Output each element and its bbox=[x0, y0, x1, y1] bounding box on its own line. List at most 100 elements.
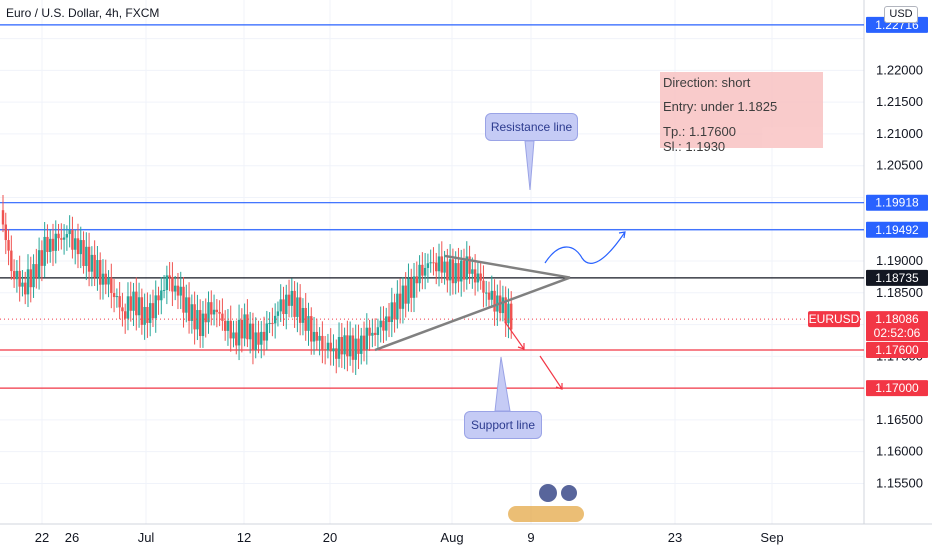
candle-body bbox=[443, 261, 446, 273]
candle-body bbox=[87, 246, 91, 272]
candle-body bbox=[329, 342, 332, 352]
candle-body bbox=[32, 264, 35, 288]
x-tick-label: Jul bbox=[138, 530, 155, 545]
price-tag-label: 1.19492 bbox=[875, 223, 919, 237]
triangle-upper-line bbox=[444, 254, 571, 279]
trade-info-box: Direction: short Entry: under 1.1825 Tp.… bbox=[660, 72, 823, 154]
current-price-label: 1.18086 bbox=[875, 312, 919, 326]
candle-body bbox=[68, 230, 71, 235]
currency-badge[interactable]: USD bbox=[884, 6, 918, 23]
candle-body bbox=[365, 327, 369, 350]
candle-body bbox=[15, 270, 19, 280]
candle-body bbox=[379, 320, 382, 328]
candle-body bbox=[273, 315, 277, 324]
candle-body bbox=[451, 259, 455, 284]
price-tag-label: 1.18735 bbox=[875, 271, 919, 285]
info-sl: Sl.: 1.1930 bbox=[663, 139, 726, 154]
candle-body bbox=[335, 348, 338, 359]
down-arrow-1-head bbox=[517, 343, 525, 350]
candle-body bbox=[332, 348, 335, 352]
candle-body bbox=[112, 293, 116, 298]
candle-body bbox=[437, 256, 441, 272]
candle-body bbox=[196, 310, 199, 330]
candle-body bbox=[285, 294, 288, 315]
price-tag bbox=[866, 269, 928, 286]
candle-body bbox=[343, 335, 346, 355]
candle-body bbox=[18, 270, 21, 287]
y-tick-label: 1.18500 bbox=[876, 285, 923, 300]
candle-body bbox=[479, 273, 482, 281]
candle-body bbox=[346, 335, 349, 357]
candle-body bbox=[123, 311, 127, 319]
candle-body bbox=[448, 259, 452, 281]
candle-body bbox=[490, 290, 493, 300]
candle-body bbox=[201, 313, 205, 337]
candle-body bbox=[104, 273, 107, 285]
price-tag-label: 1.17000 bbox=[875, 381, 919, 395]
y-tick-label: 1.16500 bbox=[876, 412, 923, 427]
candle-body bbox=[24, 282, 27, 295]
x-tick-label: 12 bbox=[237, 530, 251, 545]
price-tag bbox=[866, 221, 928, 238]
candle-body bbox=[254, 332, 257, 350]
candle-body bbox=[207, 302, 210, 323]
candle-body bbox=[243, 314, 246, 339]
candle-body bbox=[279, 299, 282, 312]
candle-body bbox=[137, 297, 141, 316]
candle-body bbox=[471, 269, 474, 274]
current-price-tag bbox=[866, 311, 928, 342]
down-arrow-1 bbox=[504, 321, 525, 350]
candle-body bbox=[190, 304, 194, 321]
candle-body bbox=[482, 280, 485, 293]
down-arrow-2-head bbox=[555, 383, 563, 390]
candle-body bbox=[282, 299, 285, 315]
candle-body bbox=[210, 302, 213, 315]
candle-body bbox=[276, 311, 280, 316]
candle-body bbox=[115, 296, 119, 298]
candle-body bbox=[268, 322, 271, 324]
candle-body bbox=[460, 260, 463, 282]
support-pointer bbox=[494, 356, 511, 412]
candle-body bbox=[187, 297, 191, 321]
tradingview-logo bbox=[539, 484, 557, 502]
y-tick-label: 1.21000 bbox=[876, 126, 923, 141]
candle-body bbox=[321, 335, 324, 350]
candle-body bbox=[118, 296, 121, 308]
candle-body bbox=[257, 332, 260, 345]
candle-body bbox=[4, 224, 7, 241]
candle-body bbox=[315, 331, 319, 341]
triangle-lower-line bbox=[374, 276, 571, 352]
candle-body bbox=[21, 282, 24, 287]
candle-body bbox=[165, 275, 169, 290]
candle-body bbox=[454, 263, 457, 284]
candle-body bbox=[204, 313, 207, 323]
candle-body bbox=[121, 307, 124, 312]
candle-body bbox=[93, 254, 96, 278]
candle-body bbox=[85, 246, 88, 266]
candle-body bbox=[310, 316, 313, 342]
candle-body bbox=[65, 234, 69, 238]
candle-body bbox=[101, 273, 105, 285]
candle-body bbox=[271, 322, 274, 324]
candle-body bbox=[446, 261, 449, 281]
candle-body bbox=[162, 289, 166, 291]
candle-body bbox=[440, 256, 443, 273]
candle-body bbox=[371, 332, 374, 336]
candle-body bbox=[90, 254, 94, 272]
candle-body bbox=[151, 303, 155, 319]
candle-body bbox=[287, 294, 291, 306]
candle-body bbox=[232, 332, 235, 339]
candle-body bbox=[407, 278, 410, 304]
x-tick-label: 22 bbox=[35, 530, 49, 545]
candle-body bbox=[146, 306, 149, 323]
tradingview-logo-3 bbox=[508, 506, 584, 522]
candle-body bbox=[237, 319, 241, 346]
candle-body bbox=[504, 297, 507, 324]
candle-body bbox=[307, 316, 310, 331]
candle-body bbox=[132, 291, 135, 311]
resistance-pointer bbox=[524, 140, 535, 191]
candle-body bbox=[362, 335, 366, 350]
price-tag-label: 1.17600 bbox=[875, 343, 919, 357]
